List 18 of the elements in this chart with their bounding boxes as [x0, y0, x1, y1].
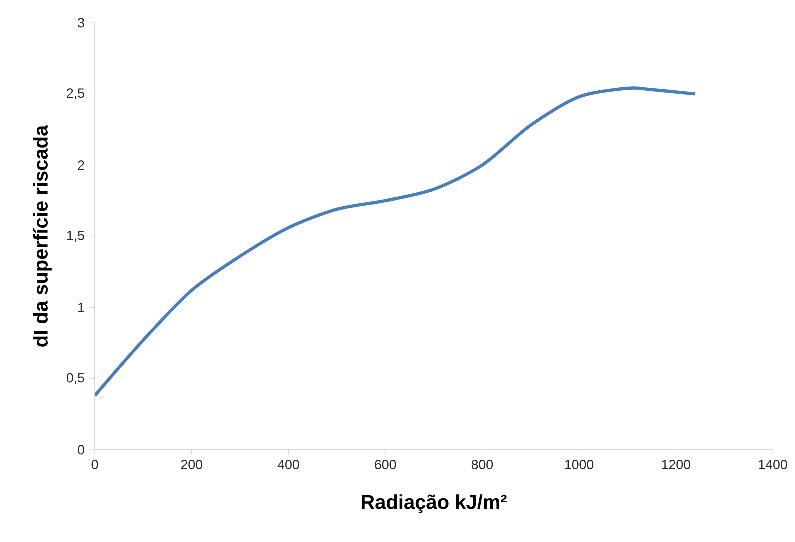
y-tick-label: 0: [78, 445, 84, 455]
x-tick-label: 1400: [759, 460, 788, 470]
y-tick-label: 1,5: [67, 231, 84, 242]
x-axis-title: Radiação kJ/m²: [362, 494, 507, 514]
y-tick-label: 2,5: [67, 88, 84, 100]
y-tick-label: 2: [78, 160, 84, 170]
x-tick-label: 400: [278, 460, 300, 470]
x-tick-label: 1000: [565, 460, 594, 470]
x-tick-label: 200: [181, 460, 202, 470]
x-tick-label: 0: [92, 460, 98, 470]
x-tick-label: 800: [472, 460, 494, 470]
x-tick-label: 600: [375, 460, 396, 470]
y-axis-title: dI da superfície riscada: [33, 125, 52, 347]
line-series: [95, 86, 698, 398]
x-tick-label: 1200: [662, 460, 690, 470]
y-tick-label: 3: [78, 18, 84, 28]
y-tick-label: 0,5: [66, 373, 84, 384]
y-tick-label: 1: [78, 303, 84, 312]
